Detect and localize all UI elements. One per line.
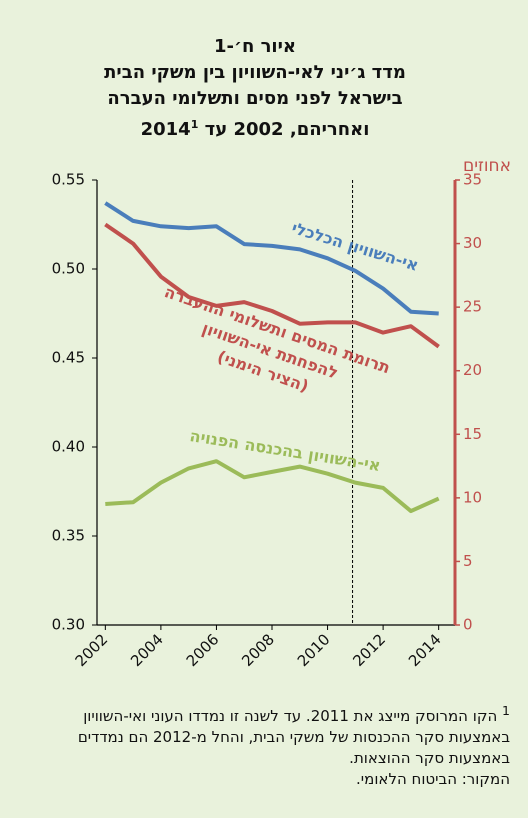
x-tick-label: 2012 <box>349 630 389 670</box>
x-tick-label: 2006 <box>183 630 223 670</box>
title-line: בישראל לפני מסים ותשלומי העברה <box>107 88 403 109</box>
y2-tick-label: 15 <box>463 425 482 443</box>
y2-tick-label: 0 <box>463 616 473 634</box>
y2-tick-label: 35 <box>463 171 482 189</box>
series-line <box>105 459 440 514</box>
series-line <box>104 222 440 349</box>
footnote: 1 הקו המרוסק מייצג את 2011. עד לשנה זו נ… <box>60 700 510 769</box>
title-line: ואחריהם, 2002 עד 20141 <box>140 118 370 140</box>
x-tick-label: 2002 <box>72 630 112 670</box>
title-line: איור ח׳-1 <box>213 36 297 57</box>
title-footnote-marker: 1 <box>190 118 199 131</box>
x-tick-label: 2010 <box>294 630 334 670</box>
title-block: איור ח׳-1 מדד ג׳יני לאי-השוויון בין משקי … <box>20 34 490 143</box>
x-tick-label: 2004 <box>127 630 167 670</box>
y2-tick-label: 25 <box>463 298 482 316</box>
y-tick-label: 0.35 <box>52 527 85 545</box>
x-tick-label: 2008 <box>238 630 278 670</box>
y-tick-label: 0.50 <box>52 260 85 278</box>
y2-tick-label: 30 <box>463 234 482 252</box>
footnote-block: 1 הקו המרוסק מייצג את 2011. עד לשנה זו נ… <box>60 700 510 790</box>
y-tick-label: 0.45 <box>52 349 85 367</box>
y-tick-label: 0.30 <box>52 616 85 634</box>
y2-axis-label: אחוזים <box>463 156 511 176</box>
footnote-marker: 1 <box>502 703 510 718</box>
x-tick-label: 2014 <box>405 630 445 670</box>
source: המקור: הביטוח הלאומי. <box>356 770 510 788</box>
y2-tick-label: 5 <box>463 552 473 570</box>
series-line <box>104 201 439 316</box>
y-tick-label: 0.40 <box>52 438 85 456</box>
y2-tick-label: 20 <box>463 361 482 379</box>
title-line: מדד ג׳יני לאי-השוויון בין משקי הבית <box>104 62 406 83</box>
footnote-text: הקו המרוסק מייצג את 2011. עד לשנה זו נמד… <box>77 707 510 767</box>
y-tick-label: 0.55 <box>52 171 85 189</box>
y2-tick-label: 10 <box>463 488 482 506</box>
